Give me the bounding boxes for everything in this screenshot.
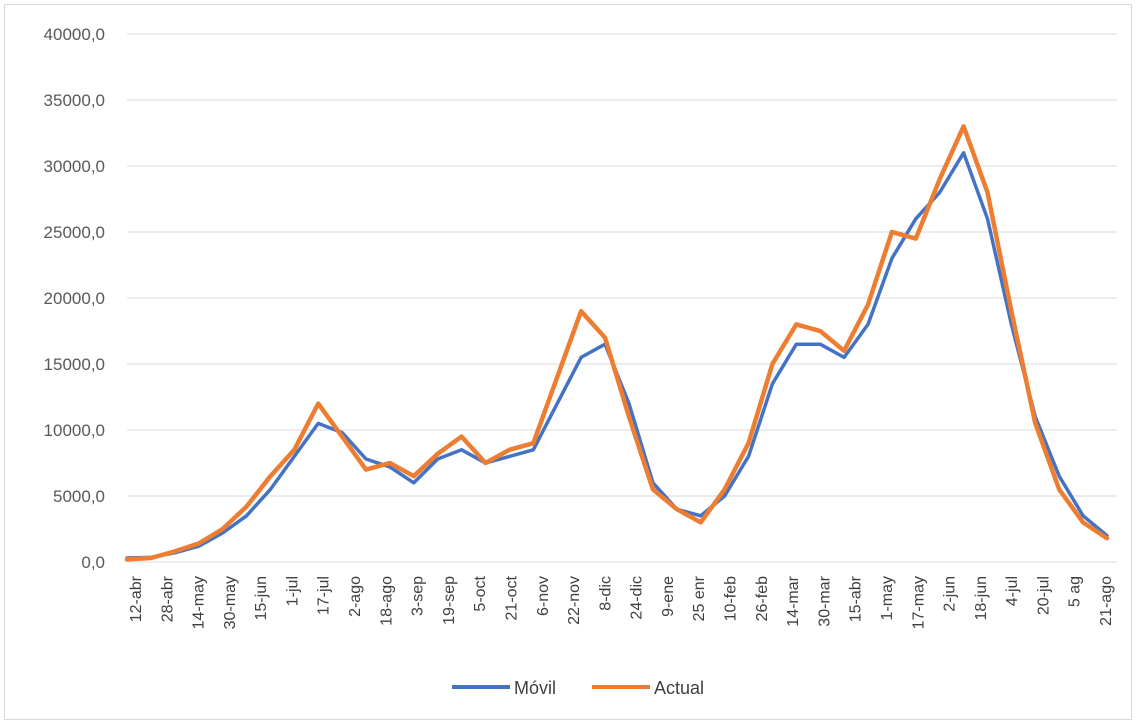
y-tick-label: 20000,0 xyxy=(44,289,105,308)
y-tick-label: 40000,0 xyxy=(44,25,105,44)
x-tick-label: 10-feb xyxy=(723,576,740,621)
series-line-actual xyxy=(124,124,1110,562)
x-tick-label: 17-jul xyxy=(316,576,333,615)
x-tick-label: 5 ag xyxy=(1067,576,1084,607)
x-tick-label: 21-ago xyxy=(1098,576,1115,626)
y-tick-label: 25000,0 xyxy=(44,223,105,242)
x-tick-label: 4-jul xyxy=(1004,576,1021,606)
y-tick-label: 5000,0 xyxy=(53,487,105,506)
legend-label: Móvil xyxy=(514,678,556,698)
x-tick-label: 2-jun xyxy=(942,576,959,612)
series-line-movil xyxy=(125,151,1109,560)
x-tick-label: 5-oct xyxy=(472,575,489,611)
x-tick-label: 8-dic xyxy=(597,576,614,611)
x-tick-label: 19-sep xyxy=(441,576,458,625)
legend-label: Actual xyxy=(654,678,704,698)
x-tick-label: 20-jul xyxy=(1035,576,1052,615)
x-tick-label: 26-feb xyxy=(754,576,771,621)
x-tick-label: 25 enr xyxy=(691,575,708,621)
x-tick-label: 30-mar xyxy=(816,575,833,626)
x-tick-label: 21-oct xyxy=(503,575,520,620)
x-tick-label: 1-may xyxy=(879,576,896,620)
y-tick-label: 35000,0 xyxy=(44,91,105,110)
x-tick-label: 2-ago xyxy=(347,576,364,617)
y-tick-label: 0,0 xyxy=(81,553,105,572)
x-tick-label: 3-sep xyxy=(410,576,427,616)
y-tick-label: 30000,0 xyxy=(44,157,105,176)
x-tick-label: 14-may xyxy=(191,576,208,629)
x-tick-label: 18-ago xyxy=(378,576,395,626)
x-tick-label: 30-may xyxy=(222,576,239,629)
x-tick-label: 18-jun xyxy=(973,576,990,620)
x-tick-label: 28-abr xyxy=(159,575,176,622)
x-tick-label: 14-mar xyxy=(785,575,802,626)
x-tick-label: 24-dic xyxy=(629,576,646,620)
x-tick-label: 1-jul xyxy=(284,576,301,606)
y-tick-label: 15000,0 xyxy=(44,355,105,374)
x-tick-label: 22-nov xyxy=(566,576,583,625)
chart-frame xyxy=(4,4,1132,720)
y-tick-label: 10000,0 xyxy=(44,421,105,440)
x-tick-label: 12-abr xyxy=(128,575,145,622)
x-tick-label: 15-abr xyxy=(848,575,865,622)
x-tick-label: 15-jun xyxy=(253,576,270,620)
x-tick-label: 6-nov xyxy=(535,576,552,616)
x-tick-label: 9-ene xyxy=(660,576,677,617)
x-tick-label: 17-may xyxy=(910,576,927,629)
